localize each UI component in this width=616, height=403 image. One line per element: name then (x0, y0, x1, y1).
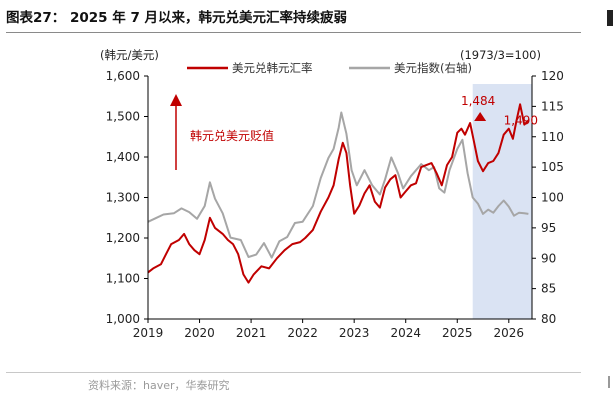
x-tick-label: 2026 (494, 326, 525, 340)
right-tick-label: 90 (541, 251, 556, 265)
x-tick-label: 2024 (390, 326, 421, 340)
left-tick-label: 1,300 (106, 191, 140, 205)
peak-arrow-icon (474, 111, 487, 121)
right-tick-label: 80 (541, 312, 556, 326)
x-tick-label: 2019 (133, 326, 164, 340)
left-tick-label: 1,500 (106, 110, 140, 124)
x-tick-label: 2023 (339, 326, 370, 340)
page-edge-mark-bottom (608, 376, 616, 388)
right-tick-label: 100 (541, 191, 564, 205)
left-tick-label: 1,400 (106, 150, 140, 164)
last-value-label: 1,490 (504, 114, 538, 128)
left-tick-label: 1,100 (106, 272, 140, 286)
peak-label: 1,484 (461, 94, 495, 108)
peak-annotation: 1,484 (461, 94, 495, 121)
footer-divider (6, 372, 581, 373)
up-arrow-icon (170, 94, 182, 106)
arrow-label: 韩元兑美元贬值 (190, 128, 274, 143)
title-divider (6, 32, 581, 33)
depreciation-annotation: 韩元兑美元贬值 (170, 94, 274, 170)
right-tick-label: 120 (541, 69, 564, 83)
legend: 美元兑韩元汇率 美元指数(右轴) (187, 61, 472, 75)
left-tick-label: 1,600 (106, 69, 140, 83)
right-tick-label: 110 (541, 130, 564, 144)
x-tick-label: 2021 (236, 326, 267, 340)
source-note: 资料来源：haver，华泰研究 (88, 379, 230, 392)
series-line-krw (147, 103, 530, 284)
figure-title: 图表27： 2025 年 7 月以来，韩元兑美元汇率持续疲弱 (6, 10, 348, 26)
right-tick-label: 95 (541, 221, 556, 235)
left-tick-label: 1,200 (106, 231, 140, 245)
right-tick-label: 105 (541, 160, 564, 174)
left-tick-label: 1,000 (106, 312, 140, 326)
series-line-usd-index (147, 111, 529, 259)
x-tick-label: 2025 (442, 326, 473, 340)
x-tick-label: 2020 (184, 326, 215, 340)
legend-label-krw: 美元兑韩元汇率 (232, 61, 313, 75)
chart: 1,000 1,100 1,200 1,300 1,400 1,500 1,600 80 85 9… (100, 48, 564, 340)
legend-label-usd-index: 美元指数(右轴) (394, 61, 472, 75)
right-axis-label: (1973/3=100) (460, 48, 541, 62)
right-tick-label: 85 (541, 282, 556, 296)
left-axis-label: (韩元/美元) (100, 48, 159, 62)
x-tick-label: 2022 (287, 326, 318, 340)
right-tick-label: 115 (541, 99, 564, 113)
page-edge-mark (607, 10, 613, 26)
